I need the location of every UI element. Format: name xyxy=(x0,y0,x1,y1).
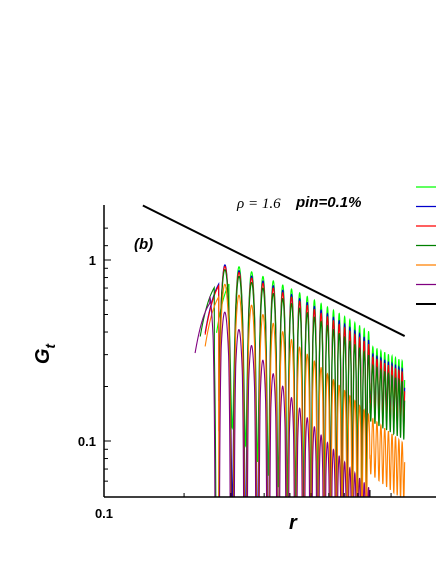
y-tick-label: 0.1 xyxy=(78,434,96,449)
ticks: 1 0.1 0.1 xyxy=(78,227,392,521)
reference-line xyxy=(142,204,406,337)
annotation-pin: pin=0.1% xyxy=(295,194,361,211)
series-layer xyxy=(194,264,406,497)
y-axis-title-group: Gt xyxy=(32,343,58,365)
series-line xyxy=(204,283,406,497)
x-tick-label: 0.1 xyxy=(95,506,113,521)
x-axis-title: r xyxy=(289,512,298,534)
series-line xyxy=(194,296,370,497)
y-axis-title: Gt xyxy=(32,343,58,365)
annotation-rho: ρ = 1.6 xyxy=(236,196,281,212)
y-axis-title-sub: t xyxy=(42,343,58,349)
y-tick-label: 1 xyxy=(89,253,96,268)
legend xyxy=(416,186,436,305)
panel-label: (b) xyxy=(134,236,153,253)
